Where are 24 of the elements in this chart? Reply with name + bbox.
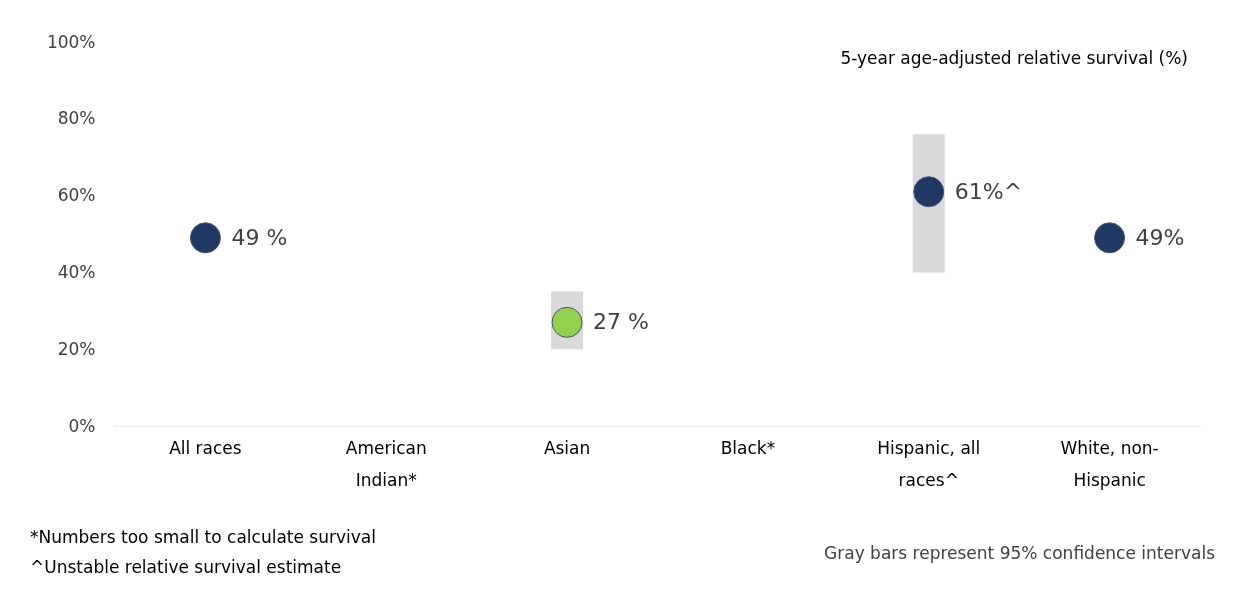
text: ^Unstable relative survival estimate bbox=[30, 557, 342, 577]
y-tick-label: 80% bbox=[57, 108, 96, 129]
text: Gray bars represent 95% confidence intervals bbox=[824, 543, 1216, 563]
y-tick-label: 0% bbox=[68, 415, 96, 436]
data-label: 61%^ bbox=[954, 178, 1023, 204]
text: *Numbers too small to calculate survival bbox=[30, 527, 376, 547]
point bbox=[1094, 222, 1126, 254]
point bbox=[551, 306, 583, 338]
y-tick-label: 20% bbox=[57, 338, 96, 359]
point bbox=[189, 222, 221, 254]
y-tick-label: 100% bbox=[46, 31, 96, 52]
x-tick-label: White, non-Hispanic bbox=[1060, 437, 1159, 490]
x-tick-label: Black* bbox=[720, 437, 776, 458]
data-label: 27 % bbox=[593, 309, 649, 335]
point bbox=[913, 176, 945, 208]
chart-title: 5-year age-adjusted relative survival (%) bbox=[840, 48, 1188, 68]
x-tick-label: Asian bbox=[543, 437, 591, 458]
y-tick-label: 40% bbox=[57, 261, 96, 282]
y-tick-label: 60% bbox=[57, 185, 96, 206]
x-tick-label: Hispanic, all races^ bbox=[877, 437, 981, 490]
data-label: 49 % bbox=[231, 224, 288, 250]
x-tick-label: All races bbox=[169, 437, 242, 458]
data-label: 49% bbox=[1135, 224, 1185, 250]
x-tick-label: American Indian* bbox=[345, 437, 427, 490]
